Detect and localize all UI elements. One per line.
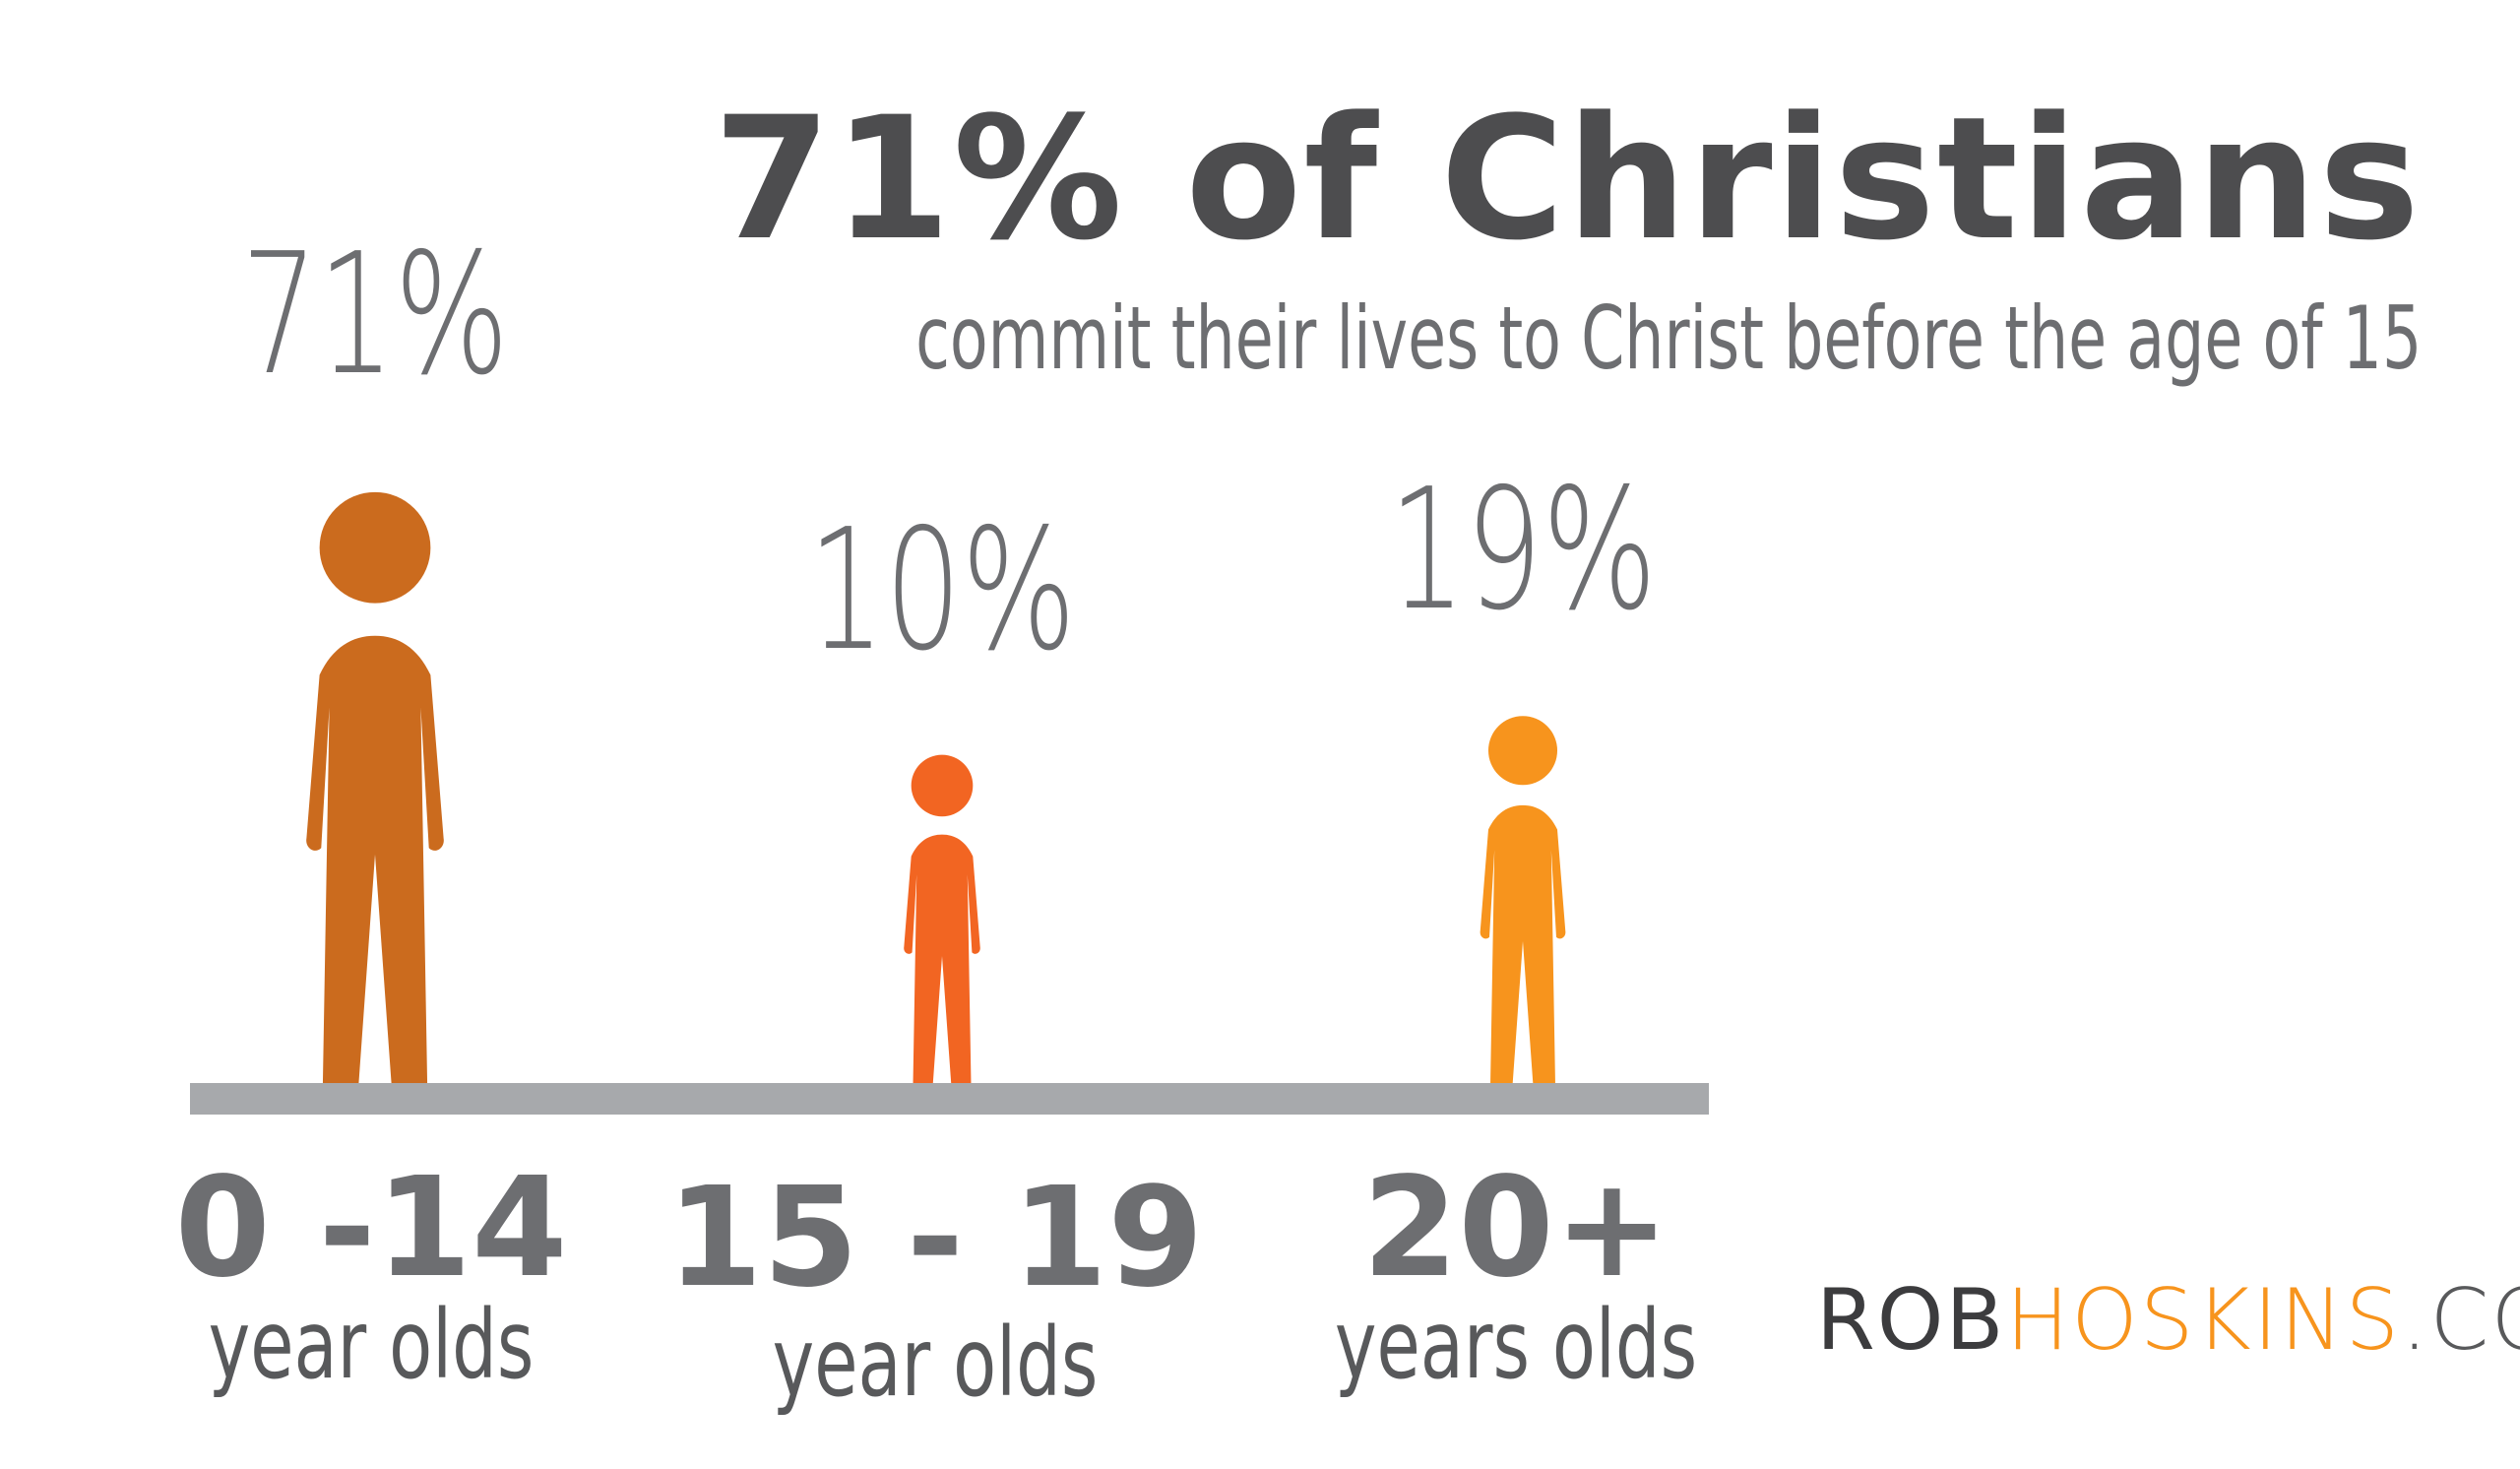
category-label-15-19: 15 - 19 [666, 1158, 1204, 1318]
person-figure-20-plus [1480, 716, 1566, 1083]
person-head-0-14 [319, 491, 431, 604]
category-unit-15-19: year olds [772, 1308, 1099, 1418]
person-figure-15-19 [904, 754, 980, 1083]
person-head-20-plus [1487, 716, 1558, 786]
person-body-20-plus [1480, 804, 1566, 1083]
person-head-15-19 [911, 754, 974, 817]
brand-part-com: .COM [2401, 1271, 2520, 1370]
brand-part-hoskins: HOSKINS [2005, 1271, 2402, 1370]
person-figure-0-14 [306, 491, 444, 1083]
brand-part-rob: ROB [1816, 1271, 2006, 1370]
category-unit-0-14: year olds [208, 1290, 535, 1400]
value-label-20-plus: 19% [1388, 452, 1658, 648]
baseline [190, 1083, 1709, 1115]
brand-logo[interactable]: ROBHOSKINS.COM [1816, 1278, 2520, 1363]
value-label-15-19: 10% [807, 493, 1077, 688]
category-unit-20-plus: years olds [1334, 1290, 1698, 1400]
person-body-15-19 [904, 834, 980, 1083]
category-label-0-14: 0 -14 [174, 1148, 568, 1309]
person-body-0-14 [306, 635, 444, 1083]
value-label-0-14: 71% [240, 218, 510, 413]
chart-subtitle: commit their lives to Christ before the … [914, 287, 2422, 389]
category-label-20-plus: 20+ [1361, 1148, 1670, 1309]
chart-title: 71% of Christians [713, 80, 2422, 278]
